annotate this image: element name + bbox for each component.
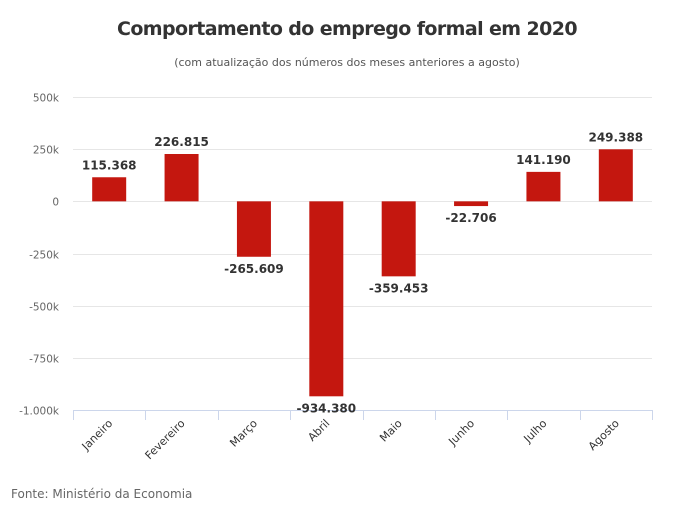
y-tick-label: 0	[52, 197, 59, 209]
data-label: -22.706	[445, 211, 496, 225]
data-label: -934.380	[296, 401, 356, 415]
data-label: 115.368	[82, 158, 137, 172]
bar-agosto[interactable]	[598, 149, 633, 202]
gridlines	[73, 97, 652, 411]
y-tick-label: -500k	[29, 302, 60, 314]
x-tick-label: Junho	[445, 417, 477, 449]
y-tick-label: -750k	[29, 354, 60, 366]
bars	[92, 149, 633, 397]
data-label: -265.609	[224, 262, 284, 276]
chart-subtitle: (com atualização dos números dos meses a…	[174, 56, 520, 69]
x-tick-label: Março	[227, 417, 260, 450]
bar-julho[interactable]	[526, 171, 561, 202]
x-tick-label: Fevereiro	[143, 417, 188, 462]
x-tick-label: Agosto	[586, 417, 622, 453]
y-axis: 500k 250k 0 -250k -500k -750k -1.000k	[19, 93, 60, 418]
bar-janeiro[interactable]	[92, 177, 127, 202]
data-labels: 115.368 226.815 -265.609 -934.380 -359.453 -2…	[82, 130, 643, 415]
data-label: 249.388	[588, 130, 643, 144]
bar-junho[interactable]	[454, 201, 489, 207]
x-tick-label: Abril	[305, 417, 332, 444]
x-axis: Janeiro Fevereiro Março Abril Maio Junho Julho…	[73, 410, 653, 462]
bar-março[interactable]	[236, 201, 271, 257]
data-label: 226.815	[154, 135, 209, 149]
x-tick-label: Janeiro	[79, 417, 116, 454]
y-tick-label: -250k	[29, 250, 60, 262]
bar-maio[interactable]	[381, 201, 416, 277]
data-label: 141.190	[516, 153, 571, 167]
y-tick-label: 500k	[33, 93, 60, 105]
data-label: -359.453	[369, 281, 429, 295]
y-tick-label: 250k	[33, 145, 60, 157]
x-tick-label: Julho	[521, 417, 550, 446]
source-note: Fonte: Ministério da Economia	[11, 487, 193, 501]
bar-fevereiro[interactable]	[164, 154, 199, 202]
chart-title: Comportamento do emprego formal em 2020	[117, 18, 578, 40]
bar-abril[interactable]	[309, 201, 344, 397]
bar-chart: 500k 250k 0 -250k -500k -750k -1.000k Janeiro F…	[19, 93, 653, 462]
x-tick-label: Maio	[377, 417, 405, 445]
y-tick-label: -1.000k	[19, 406, 60, 418]
